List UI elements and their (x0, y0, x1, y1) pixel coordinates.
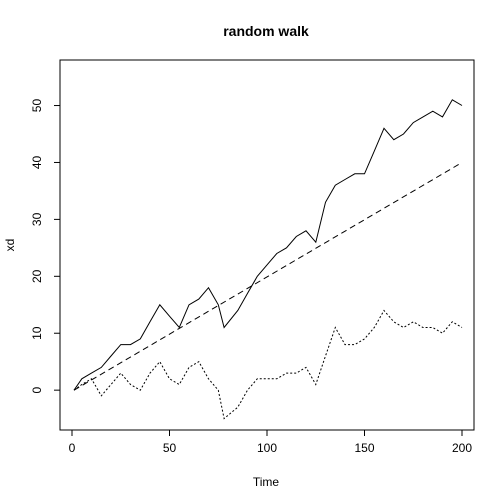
x-axis-label: Time (253, 475, 280, 489)
x-tick-label-50: 50 (163, 441, 177, 455)
y-tick-label-0: 0 (30, 386, 44, 393)
series-line-solid (73, 99, 463, 391)
x-tick-label-200: 200 (452, 441, 472, 455)
y-tick-label-40: 40 (30, 155, 44, 169)
x-tick-label-0: 0 (69, 441, 76, 455)
y-tick-label-10: 10 (30, 326, 44, 340)
series-layer (73, 99, 463, 420)
chart-title: random walk (223, 23, 309, 39)
x-tick-label-100: 100 (257, 441, 277, 455)
y-axis-label: xd (3, 239, 17, 252)
x-tick-label-150: 150 (354, 441, 374, 455)
y-axis: 0 10 20 30 40 50 (30, 99, 60, 393)
y-tick-label-20: 20 (30, 269, 44, 283)
y-tick-label-30: 30 (30, 212, 44, 226)
y-tick-label-50: 50 (30, 99, 44, 113)
series-line-dotted (73, 309, 463, 420)
series-line-dashed (73, 162, 463, 391)
x-axis: 0 50 100 150 200 (69, 430, 472, 455)
